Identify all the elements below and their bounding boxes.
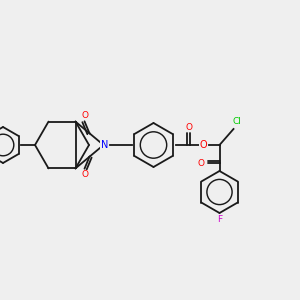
Text: O: O bbox=[186, 122, 193, 131]
Text: O: O bbox=[200, 140, 207, 150]
Text: O: O bbox=[81, 170, 88, 179]
Text: N: N bbox=[101, 140, 108, 150]
Text: F: F bbox=[217, 215, 222, 224]
Text: Cl: Cl bbox=[232, 118, 241, 127]
Text: O: O bbox=[198, 158, 205, 167]
Text: O: O bbox=[81, 111, 88, 120]
